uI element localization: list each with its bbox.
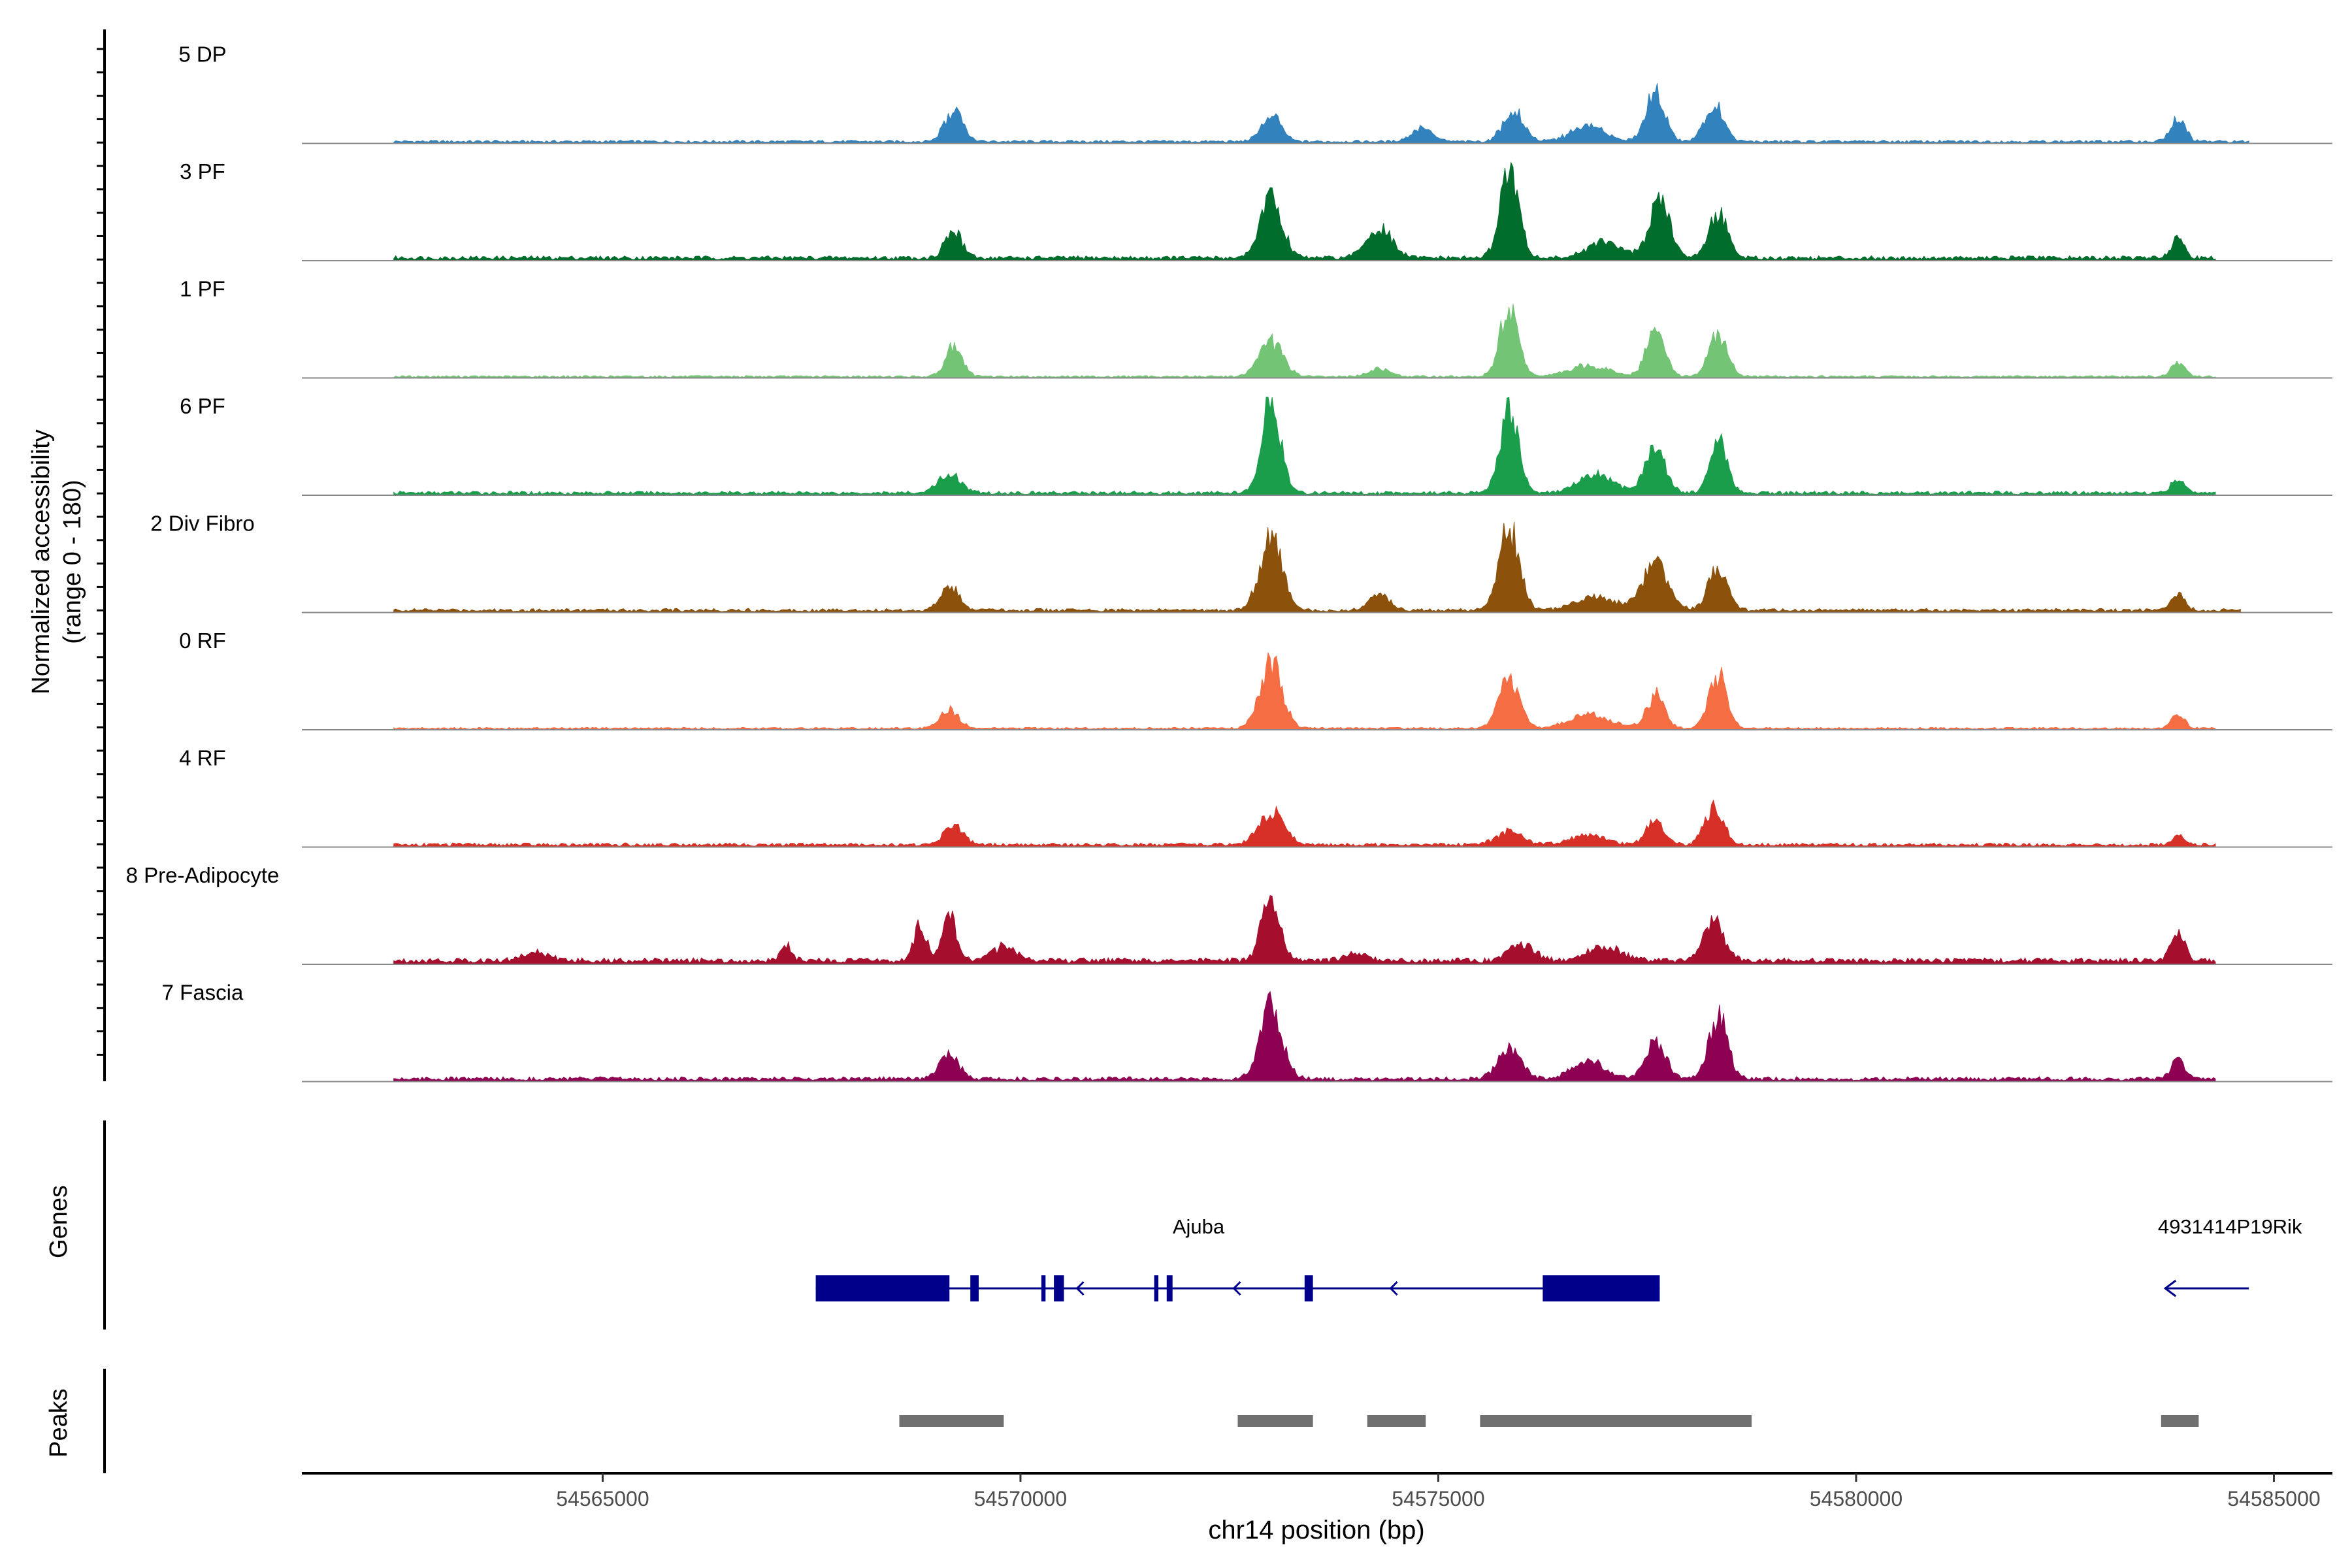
gene-exon bbox=[970, 1275, 979, 1301]
track-1-pf: 1 PF bbox=[180, 277, 2332, 379]
track-area bbox=[393, 521, 2241, 613]
track-2-div-fibro: 2 Div Fibro bbox=[150, 512, 2332, 613]
gene-exon bbox=[1166, 1275, 1173, 1301]
coverage-tracks: 5 DP 3 PF 1 PF 6 PF 2 Div Fibro 0 RF 4 RF 8 Pre… bbox=[97, 29, 2332, 1083]
peak-region bbox=[899, 1415, 1004, 1427]
track-area bbox=[393, 161, 2216, 261]
peaks-panel-title: Peaks bbox=[45, 1388, 73, 1458]
track-label: 4 RF bbox=[179, 746, 226, 770]
x-axis-title: chr14 position (bp) bbox=[1208, 1516, 1424, 1544]
track-area bbox=[393, 83, 2249, 144]
x-axis: 54565000 54570000 54575000 54580000 54585000 bbox=[302, 1472, 2332, 1511]
track-label: 1 PF bbox=[180, 277, 225, 301]
gene-exon bbox=[1304, 1275, 1313, 1301]
gene-name-label: 4931414P19Rik bbox=[2158, 1215, 2302, 1238]
peak-region bbox=[1237, 1415, 1313, 1427]
gene-exon bbox=[1543, 1275, 1660, 1301]
track-4-rf: 4 RF bbox=[179, 746, 2332, 848]
track-label: 5 DP bbox=[178, 42, 226, 67]
track-3-pf: 3 PF bbox=[180, 159, 2332, 261]
x-tick-label: 54580000 bbox=[1810, 1487, 1903, 1511]
gene-exon bbox=[1154, 1275, 1158, 1301]
x-tick-label: 54565000 bbox=[556, 1487, 649, 1511]
track-label: 7 Fascia bbox=[162, 981, 244, 1005]
strand-arrow bbox=[1389, 1281, 1398, 1296]
peak-region bbox=[1480, 1415, 1752, 1427]
gene-exon bbox=[1054, 1275, 1064, 1301]
track-area bbox=[393, 990, 2216, 1082]
peak-region bbox=[1367, 1415, 1426, 1427]
peak-region bbox=[2161, 1415, 2199, 1427]
track-0-rf: 0 RF bbox=[179, 629, 2332, 730]
track-label: 0 RF bbox=[179, 629, 226, 653]
strand-arrow bbox=[1232, 1281, 1241, 1296]
peaks-panel bbox=[103, 1369, 2199, 1473]
y-axis-title: Normalized accessibility (range 0 - 180) bbox=[27, 429, 86, 694]
track-area bbox=[393, 397, 2216, 496]
gene-ajuba: Ajuba bbox=[815, 1215, 1660, 1301]
track-label: 2 Div Fibro bbox=[150, 512, 255, 536]
track-label: 8 Pre-Adipocyte bbox=[126, 863, 280, 887]
gene-name-label: Ajuba bbox=[1173, 1215, 1225, 1238]
genes-panel: Ajuba 4931414P19Rik bbox=[103, 1120, 2302, 1330]
gene-exon bbox=[815, 1275, 950, 1301]
track-7-fascia: 7 Fascia bbox=[162, 981, 2332, 1083]
track-5-dp: 5 DP bbox=[178, 42, 2332, 144]
track-8-pre-adipocyte: 8 Pre-Adipocyte bbox=[126, 863, 2332, 965]
track-area bbox=[393, 894, 2216, 965]
track-area bbox=[393, 304, 2216, 378]
track-label: 3 PF bbox=[180, 159, 225, 184]
genes-panel-title: Genes bbox=[45, 1185, 73, 1258]
y-axis-title-line1: Normalized accessibility bbox=[27, 429, 55, 694]
x-tick-label: 54570000 bbox=[974, 1487, 1067, 1511]
strand-arrow bbox=[2163, 1279, 2177, 1298]
track-area bbox=[393, 799, 2216, 847]
track-label: 6 PF bbox=[180, 394, 225, 418]
track-6-pf: 6 PF bbox=[180, 394, 2332, 496]
x-tick-label: 54575000 bbox=[1392, 1487, 1484, 1511]
x-tick-label: 54585000 bbox=[2227, 1487, 2320, 1511]
gene-exon bbox=[1041, 1275, 1046, 1301]
gene-4931414p19rik: 4931414P19Rik bbox=[2158, 1215, 2302, 1298]
y-axis-title-line2: (range 0 - 180) bbox=[59, 480, 86, 644]
strand-arrow bbox=[1075, 1281, 1085, 1296]
